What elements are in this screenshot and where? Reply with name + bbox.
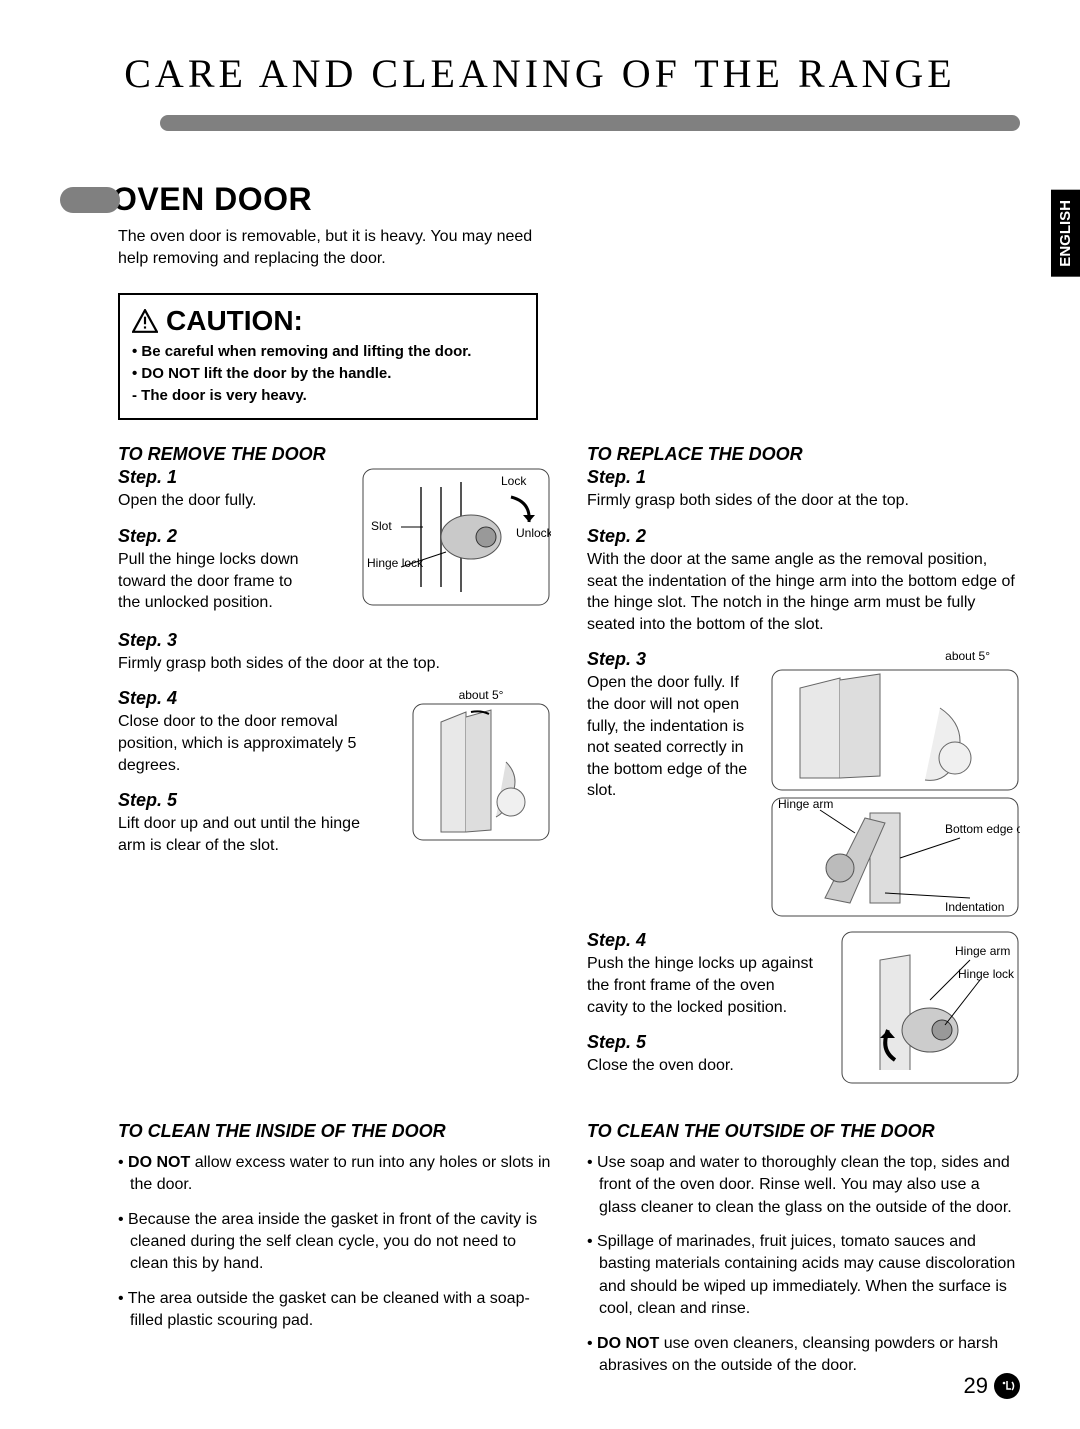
fig-big-about5: about 5°	[770, 649, 1020, 663]
caution-item: • Be careful when removing and lifting t…	[132, 341, 524, 363]
list-item: Spillage of marinades, fruit juices, tom…	[587, 1231, 1020, 1321]
fig-label-unlock: Unlock	[516, 526, 551, 540]
remove-step4-text: Close door to the door removal position,…	[118, 711, 368, 776]
replace-step1-text: Firmly grasp both sides of the door at t…	[587, 490, 1020, 512]
fig-label-hinge-arm: Hinge arm	[778, 797, 833, 811]
replace-heading: TO REPLACE THE DOOR	[587, 444, 1020, 465]
caution-box: CAUTION: • Be careful when removing and …	[118, 293, 538, 420]
caution-item: • DO NOT lift the door by the handle.	[132, 363, 524, 385]
door-tilt-diagram-icon	[411, 702, 551, 842]
language-tab: ENGLISH	[1051, 190, 1080, 277]
remove-step5-text: Lift door up and out until the hinge arm…	[118, 813, 378, 856]
replace-step3-text: Open the door fully. If the door will no…	[587, 672, 757, 802]
section-title: OVEN DOOR	[112, 181, 312, 218]
hinge-seat-diagram-icon: Hinge arm Bottom edge of slot Indentatio…	[770, 663, 1020, 923]
hinge-diagram-icon: Lock Unlock Slot Hinge lock	[361, 467, 551, 607]
fig-label-indentation: Indentation	[945, 900, 1004, 914]
caution-item: - The door is very heavy.	[132, 385, 524, 407]
lg-logo-icon	[994, 1373, 1020, 1399]
item-text: Use soap and water to thoroughly clean t…	[597, 1154, 1012, 1216]
page-number: 29	[964, 1373, 988, 1399]
replace-step2-heading: Step. 2	[587, 526, 1020, 547]
clean-inside-list: DO NOT allow excess water to run into an…	[118, 1152, 551, 1333]
remove-step3-heading: Step. 3	[118, 630, 551, 651]
item-text: The area outside the gasket can be clean…	[128, 1290, 530, 1329]
list-item: Because the area inside the gasket in fr…	[118, 1209, 551, 1276]
caution-heading: CAUTION:	[166, 305, 303, 337]
warning-triangle-icon	[132, 309, 158, 333]
remove-step3-text: Firmly grasp both sides of the door at t…	[118, 653, 551, 675]
list-item: DO NOT use oven cleaners, cleansing powd…	[587, 1333, 1020, 1378]
replace-step1-heading: Step. 1	[587, 467, 1020, 488]
fig-label-hinge-arm2: Hinge arm	[955, 944, 1010, 958]
item-text: Spillage of marinades, fruit juices, tom…	[597, 1233, 1015, 1317]
fig-label-slot: Slot	[371, 519, 392, 533]
clean-outside-heading: TO CLEAN THE OUTSIDE OF THE DOOR	[587, 1121, 1020, 1142]
hinge-lock-diagram-icon: Hinge arm Hinge lock	[840, 930, 1020, 1085]
list-item: The area outside the gasket can be clean…	[118, 1288, 551, 1333]
fig-about5-label: about 5°	[411, 688, 551, 702]
clean-outside-list: Use soap and water to thoroughly clean t…	[587, 1152, 1020, 1378]
intro-text: The oven door is removable, but it is he…	[118, 226, 538, 269]
fig-label-hinge-lock2: Hinge lock	[958, 967, 1015, 981]
list-item: DO NOT allow excess water to run into an…	[118, 1152, 551, 1197]
item-text: Because the area inside the gasket in fr…	[128, 1211, 537, 1273]
item-text: allow excess water to run into any holes…	[130, 1154, 550, 1193]
page-main-title: CARE AND CLEANING OF THE RANGE	[60, 50, 1020, 97]
bold-text: DO NOT	[597, 1335, 659, 1352]
remove-step2-text: Pull the hinge locks down toward the doo…	[118, 549, 318, 614]
fig-label-lock: Lock	[501, 474, 527, 488]
replace-step2-text: With the door at the same angle as the r…	[587, 549, 1020, 635]
bold-text: DO NOT	[128, 1154, 190, 1171]
fig-label-hinge-lock: Hinge lock	[367, 556, 424, 570]
item-text: use oven cleaners, cleansing powders or …	[599, 1335, 998, 1374]
title-divider-bar	[160, 115, 1020, 131]
fig-label-bottom-edge: Bottom edge of slot	[945, 822, 1020, 836]
remove-heading: TO REMOVE THE DOOR	[118, 444, 551, 465]
clean-inside-heading: TO CLEAN THE INSIDE OF THE DOOR	[118, 1121, 551, 1142]
list-item: Use soap and water to thoroughly clean t…	[587, 1152, 1020, 1219]
section-pill	[60, 187, 120, 213]
replace-step4-text: Push the hinge locks up against the fron…	[587, 953, 817, 1018]
